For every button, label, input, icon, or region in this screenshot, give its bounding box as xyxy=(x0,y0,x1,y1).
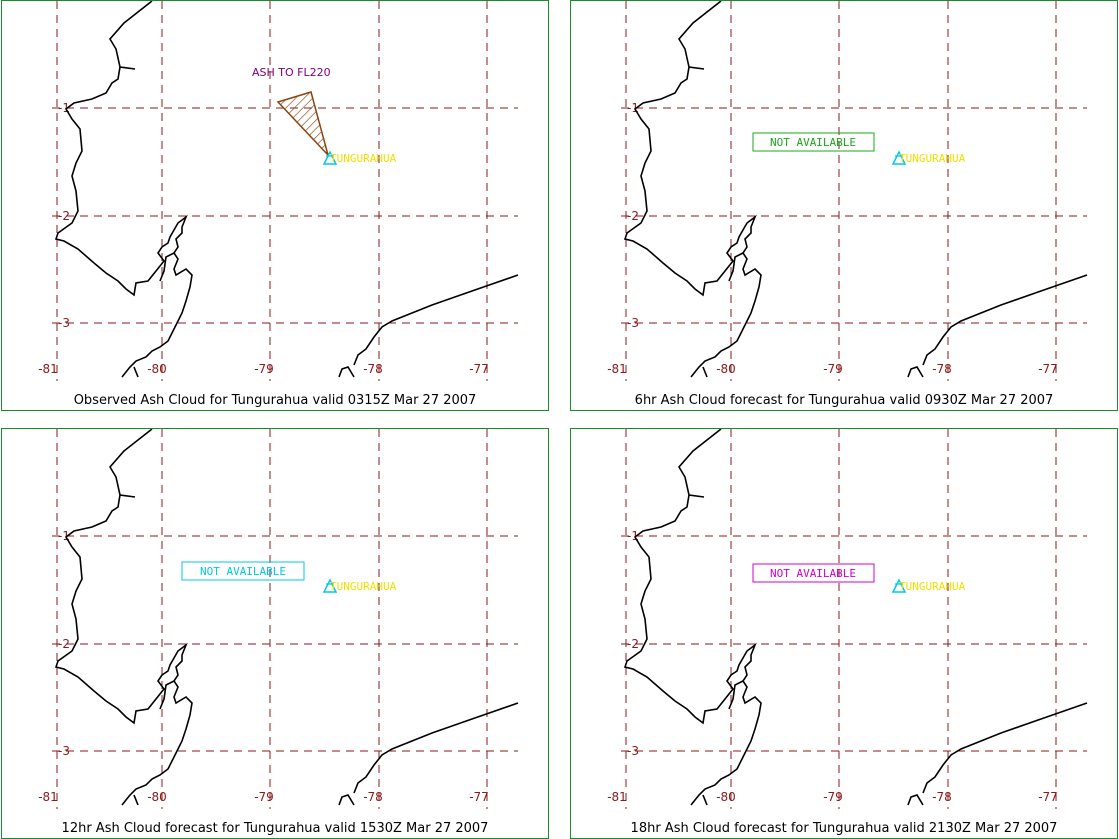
latitude-label: -2 xyxy=(58,637,70,651)
not-available-label: NOT AVAILABLE xyxy=(200,565,286,578)
ash-label: ASH TO FL220 xyxy=(252,66,331,79)
longitude-label: -79 xyxy=(254,362,274,376)
latitude-label: -3 xyxy=(627,316,639,330)
longitude-label: -78 xyxy=(363,790,383,804)
volcano-label: TUNGURAHUA xyxy=(899,152,966,165)
latitude-label: -2 xyxy=(58,209,70,223)
panel-caption: 12hr Ash Cloud forecast for Tungurahua v… xyxy=(61,821,489,836)
volcano-icon xyxy=(891,150,907,165)
volcano-marker xyxy=(891,578,907,593)
longitude-label: -79 xyxy=(254,790,274,804)
map-panel-observed: -81 -80 -79 -78 -77 -1 -2 -3 ASH TO FL220 TUNGU… xyxy=(1,0,549,411)
longitude-label: -80 xyxy=(147,362,167,376)
panel-caption: 18hr Ash Cloud forecast for Tungurahua v… xyxy=(630,821,1058,836)
longitude-label: -77 xyxy=(1038,362,1058,376)
coastline xyxy=(623,1,1088,378)
longitude-label: -80 xyxy=(716,362,736,376)
lat-lon-grid: -81 -80 -79 -78 -77 -1 -2 -3 xyxy=(38,429,518,809)
lat-lon-grid: -81 -80 -79 -78 -77 -1 -2 -3 xyxy=(38,1,518,381)
panel-caption: Observed Ash Cloud for Tungurahua valid … xyxy=(73,393,477,408)
coastline-path xyxy=(338,702,519,806)
latitude-label: -1 xyxy=(627,529,639,543)
longitude-label: -81 xyxy=(607,362,627,376)
latitude-label: -1 xyxy=(58,529,70,543)
not-available-box xyxy=(752,563,875,583)
longitude-label: -79 xyxy=(823,790,843,804)
ash-cloud-polygon xyxy=(276,91,329,156)
coastline-path xyxy=(907,702,1088,806)
coastline-path xyxy=(623,1,762,378)
map-canvas: -81 -80 -79 -78 -77 -1 -2 -3 NOT AVAILABLE TUNG… xyxy=(607,1,1088,381)
volcano-icon xyxy=(891,578,907,593)
latitude-label: -3 xyxy=(627,744,639,758)
volcano-label: TUNGURAHUA xyxy=(899,580,966,593)
longitude-label: -77 xyxy=(1038,790,1058,804)
volcano-marker xyxy=(322,150,338,165)
volcano-marker xyxy=(322,578,338,593)
longitude-label: -77 xyxy=(469,790,489,804)
longitude-label: -78 xyxy=(363,362,383,376)
not-available-label: NOT AVAILABLE xyxy=(770,567,856,580)
map-panel-18hr: -81 -80 -79 -78 -77 -1 -2 -3 NOT AVAILABLE TUNG… xyxy=(570,428,1118,839)
latitude-label: -2 xyxy=(627,209,639,223)
longitude-label: -78 xyxy=(932,790,952,804)
latitude-label: -2 xyxy=(627,637,639,651)
latitude-label: -3 xyxy=(58,316,70,330)
coastline xyxy=(54,429,519,806)
longitude-label: -81 xyxy=(38,790,58,804)
longitude-label: -80 xyxy=(147,790,167,804)
map-panel-12hr: -81 -80 -79 -78 -77 -1 -2 -3 NOT AVAILABLE TUNG… xyxy=(1,428,549,839)
longitude-label: -78 xyxy=(932,362,952,376)
coastline-path xyxy=(54,1,193,378)
longitude-label: -79 xyxy=(823,362,843,376)
coastline xyxy=(623,429,1088,806)
volcano-icon xyxy=(322,578,338,593)
not-available-label: NOT AVAILABLE xyxy=(770,136,856,149)
longitude-label: -80 xyxy=(716,790,736,804)
longitude-label: -81 xyxy=(38,362,58,376)
coastline-path xyxy=(54,429,193,806)
latitude-label: -3 xyxy=(58,744,70,758)
coastline-path xyxy=(623,429,762,806)
coastline-path xyxy=(338,274,519,378)
panel-caption: 6hr Ash Cloud forecast for Tungurahua va… xyxy=(634,393,1054,408)
not-available-box xyxy=(181,561,305,581)
map-canvas: -81 -80 -79 -78 -77 -1 -2 -3 ASH TO FL220 TUNGU… xyxy=(38,1,519,381)
map-panel-6hr: -81 -80 -79 -78 -77 -1 -2 -3 NOT AVAILABLE TUNG… xyxy=(570,0,1118,411)
latitude-label: -1 xyxy=(627,101,639,115)
lat-lon-grid: -81 -80 -79 -78 -77 -1 -2 -3 xyxy=(607,1,1087,381)
volcano-label: TUNGURAHUA xyxy=(330,580,397,593)
map-canvas: -81 -80 -79 -78 -77 -1 -2 -3 NOT AVAILABLE TUNG… xyxy=(607,429,1088,809)
longitude-label: -81 xyxy=(607,790,627,804)
not-available-box xyxy=(752,132,875,152)
coastline xyxy=(54,1,519,378)
coastline-path xyxy=(907,274,1088,378)
lat-lon-grid: -81 -80 -79 -78 -77 -1 -2 -3 xyxy=(607,429,1087,809)
volcano-icon xyxy=(322,150,338,165)
latitude-label: -1 xyxy=(58,101,70,115)
volcano-label: TUNGURAHUA xyxy=(330,152,397,165)
longitude-label: -77 xyxy=(469,362,489,376)
volcano-marker xyxy=(891,150,907,165)
map-canvas: -81 -80 -79 -78 -77 -1 -2 -3 NOT AVAILABLE TUNG… xyxy=(38,429,519,809)
